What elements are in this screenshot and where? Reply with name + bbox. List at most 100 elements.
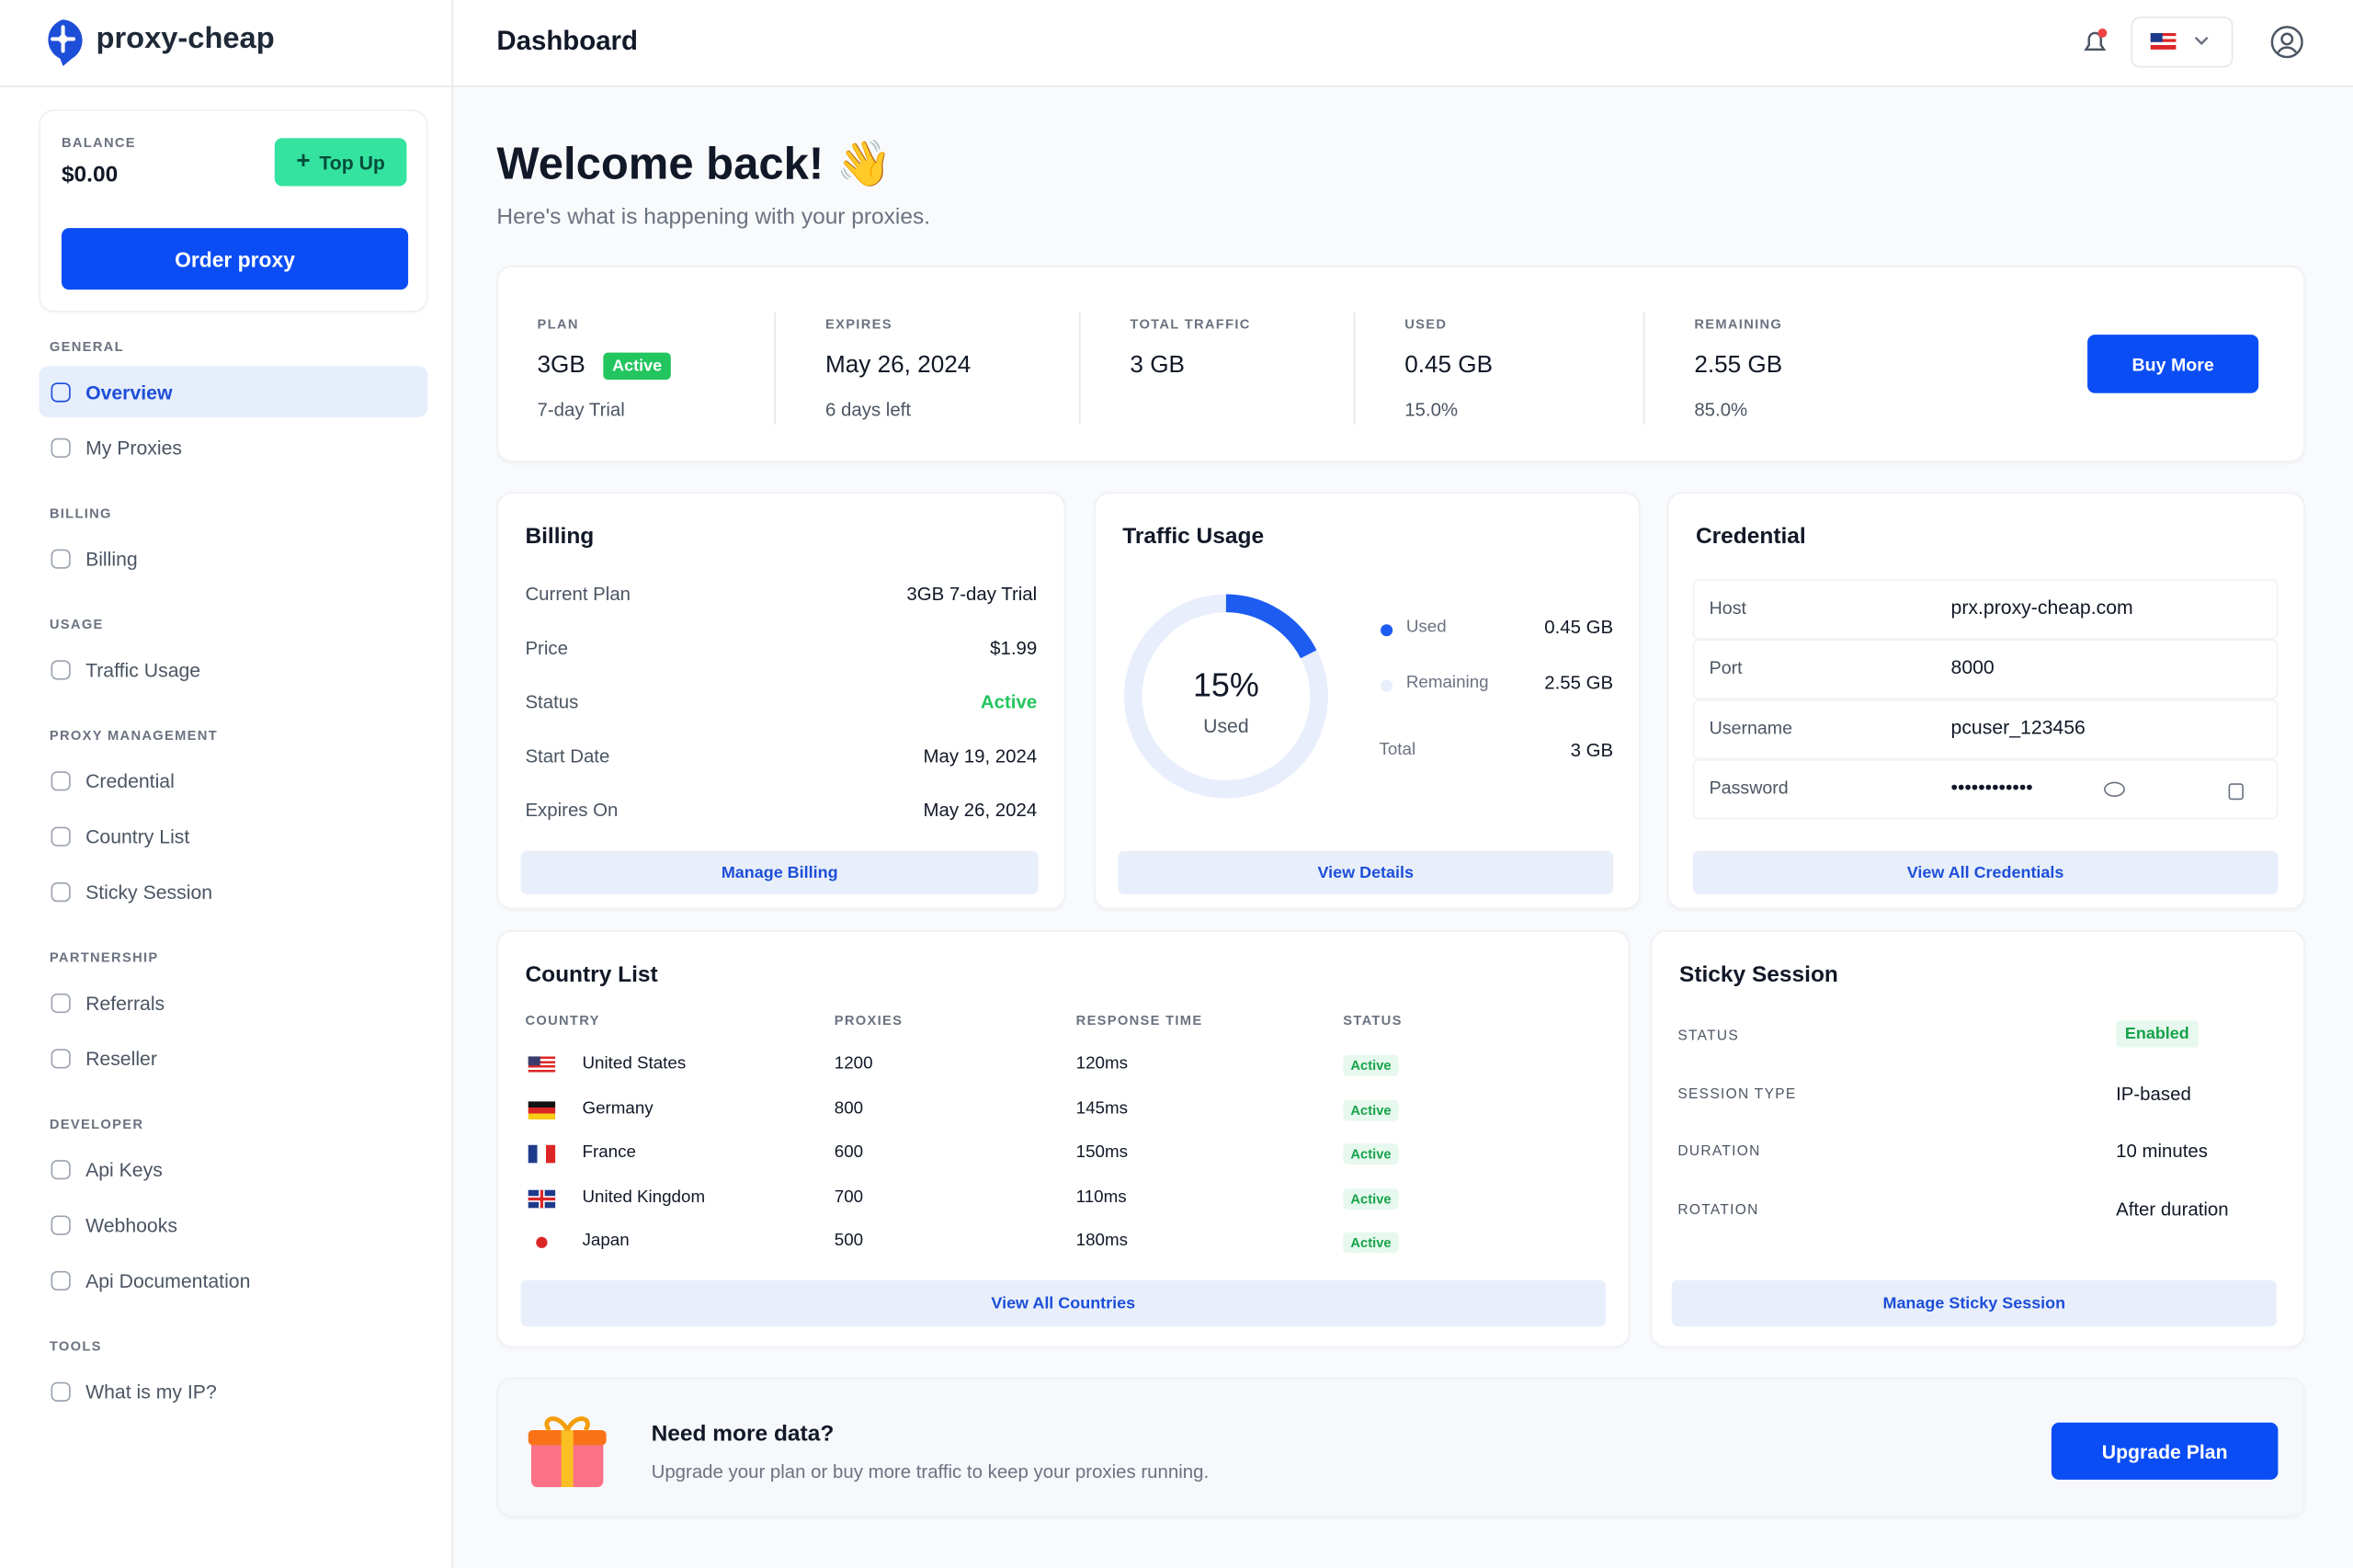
flag [2150, 32, 2209, 50]
summary-label: REMAINING [1694, 316, 1783, 332]
welcome-title: Welcome back! 👋 [496, 139, 892, 189]
logo-text: proxy-cheap [96, 22, 275, 56]
cell: Japan [582, 1233, 630, 1251]
country-card: Country List View All Countries COUNTRY P… [496, 930, 1631, 1348]
row-value: May 19, 2024 [923, 745, 1038, 767]
nav-label: Reseller [85, 1046, 157, 1070]
nav-section: PROXY MANAGEMENT [49, 727, 218, 744]
upgrade-button[interactable]: Upgrade Plan [2051, 1422, 2279, 1480]
copy-icon[interactable] [2228, 783, 2244, 801]
nav-item[interactable]: My Proxies [39, 422, 427, 473]
card-title: Billing [525, 523, 595, 550]
cell: France [582, 1143, 636, 1163]
order-proxy-button[interactable]: Order proxy [61, 228, 409, 290]
nav-label: What is my IP? [85, 1380, 217, 1403]
nav-icon [51, 1159, 71, 1179]
nav-label: Webhooks [85, 1213, 177, 1236]
summary-label: USED [1404, 316, 1448, 332]
top-up-label: Top Up [319, 151, 385, 174]
credential-row [1692, 639, 2279, 699]
summary-sub: 85.0% [1694, 399, 1748, 421]
row-label: Expires On [525, 800, 619, 822]
row-label: Status [525, 691, 579, 713]
cell: 110ms [1075, 1187, 1127, 1207]
credential-card: Credential View All Credentials Host prx.… [1666, 492, 2305, 910]
promo-title: Need more data? [651, 1421, 835, 1447]
user-icon[interactable] [2270, 26, 2303, 59]
value-text: 2.55 GB [1694, 352, 1783, 379]
status-badge: Active [1343, 1233, 1399, 1254]
sticky-value: 10 minutes [2116, 1140, 2208, 1162]
nav-label: Referrals [85, 991, 165, 1014]
credential-label: Password [1709, 777, 1789, 799]
nav-item[interactable]: Overview [39, 366, 428, 417]
welcome-subtitle: Here's what is happening with your proxi… [496, 204, 931, 230]
view-credentials-button[interactable]: View All Credentials [1692, 850, 2279, 895]
nav-icon [51, 825, 71, 846]
notification-icon[interactable] [2080, 27, 2110, 57]
nav-section: DEVELOPER [49, 1116, 144, 1132]
billing-row: Current Plan 3GB 7-day Trial [525, 584, 1037, 605]
nav-item[interactable]: Referrals [39, 977, 427, 1028]
summary-card: Buy More PLAN 3GB Active 7-day Trial EXPIRES… [496, 265, 2305, 462]
card-title: Credential [1695, 523, 1806, 550]
nav-icon [51, 881, 71, 902]
top-up-button[interactable]: + Top Up [274, 138, 407, 187]
manage-billing-button[interactable]: Manage Billing [520, 850, 1039, 895]
nav-item[interactable]: Credential [39, 755, 427, 806]
nav-item[interactable]: Sticky Session [39, 866, 427, 917]
nav-item[interactable]: What is my IP? [39, 1366, 427, 1417]
summary-value: 0.45 GB [1404, 353, 1493, 380]
donut-percent: 15% [1192, 665, 1259, 704]
billing-row: Status Active [525, 692, 1037, 713]
donut [1123, 594, 1328, 799]
logo-icon [48, 19, 83, 66]
promo-text: Upgrade your plan or buy more traffic to… [651, 1461, 1210, 1483]
nav-label: My Proxies [85, 436, 183, 459]
show-password-icon[interactable] [2104, 781, 2125, 797]
nav-label: Credential [85, 768, 175, 792]
credential-value: prx.proxy-cheap.com [1950, 596, 2133, 619]
view-details-button[interactable]: View Details [1118, 850, 1614, 895]
legend-value: 0.45 GB [1544, 617, 1614, 638]
nav-item[interactable]: Country List [39, 811, 427, 862]
divider [774, 312, 777, 426]
nav-section: TOOLS [49, 1338, 102, 1354]
nav-item[interactable]: Api Documentation [39, 1255, 427, 1306]
nav-item[interactable]: Webhooks [39, 1199, 427, 1251]
cell: 600 [834, 1143, 864, 1163]
nav-item[interactable]: Reseller [39, 1032, 427, 1084]
manage-sticky-button[interactable]: Manage Sticky Session [1671, 1279, 2277, 1327]
sticky-value: After duration [2116, 1198, 2229, 1220]
column-header: STATUS [1343, 1013, 1403, 1028]
nav-item[interactable]: Traffic Usage [39, 643, 427, 695]
nav-item[interactable]: Api Keys [39, 1143, 427, 1195]
cell: United Kingdom [582, 1187, 706, 1207]
summary-label: PLAN [537, 316, 579, 332]
nav-section: PARTNERSHIP [49, 949, 159, 965]
card-title: Country List [525, 961, 658, 988]
status-badge: Active [1343, 1143, 1399, 1165]
nav-section: USAGE [49, 617, 104, 632]
nav-label: Sticky Session [85, 880, 213, 903]
credential-row [1692, 579, 2279, 640]
view-countries-button[interactable]: View All Countries [520, 1279, 1606, 1327]
flag [528, 1145, 556, 1164]
nav-section: BILLING [49, 506, 112, 521]
legend-value: 2.55 GB [1544, 672, 1614, 694]
credential-row [1692, 759, 2279, 820]
cell: 145ms [1075, 1099, 1129, 1118]
cell: 700 [834, 1187, 864, 1207]
legend-label: Total [1379, 741, 1416, 760]
nav-label: Billing [85, 547, 138, 570]
column-header: PROXIES [834, 1013, 904, 1028]
cell: 1200 [834, 1054, 873, 1074]
gift-icon [528, 1416, 607, 1488]
billing-row: Expires On May 26, 2024 [525, 800, 1037, 821]
buy-more-button[interactable]: Buy More [2087, 335, 2259, 393]
summary-sub: 15.0% [1404, 399, 1459, 421]
language-select[interactable] [2131, 16, 2234, 68]
nav-item[interactable]: Billing [39, 533, 427, 585]
card-title: Traffic Usage [1122, 523, 1265, 550]
